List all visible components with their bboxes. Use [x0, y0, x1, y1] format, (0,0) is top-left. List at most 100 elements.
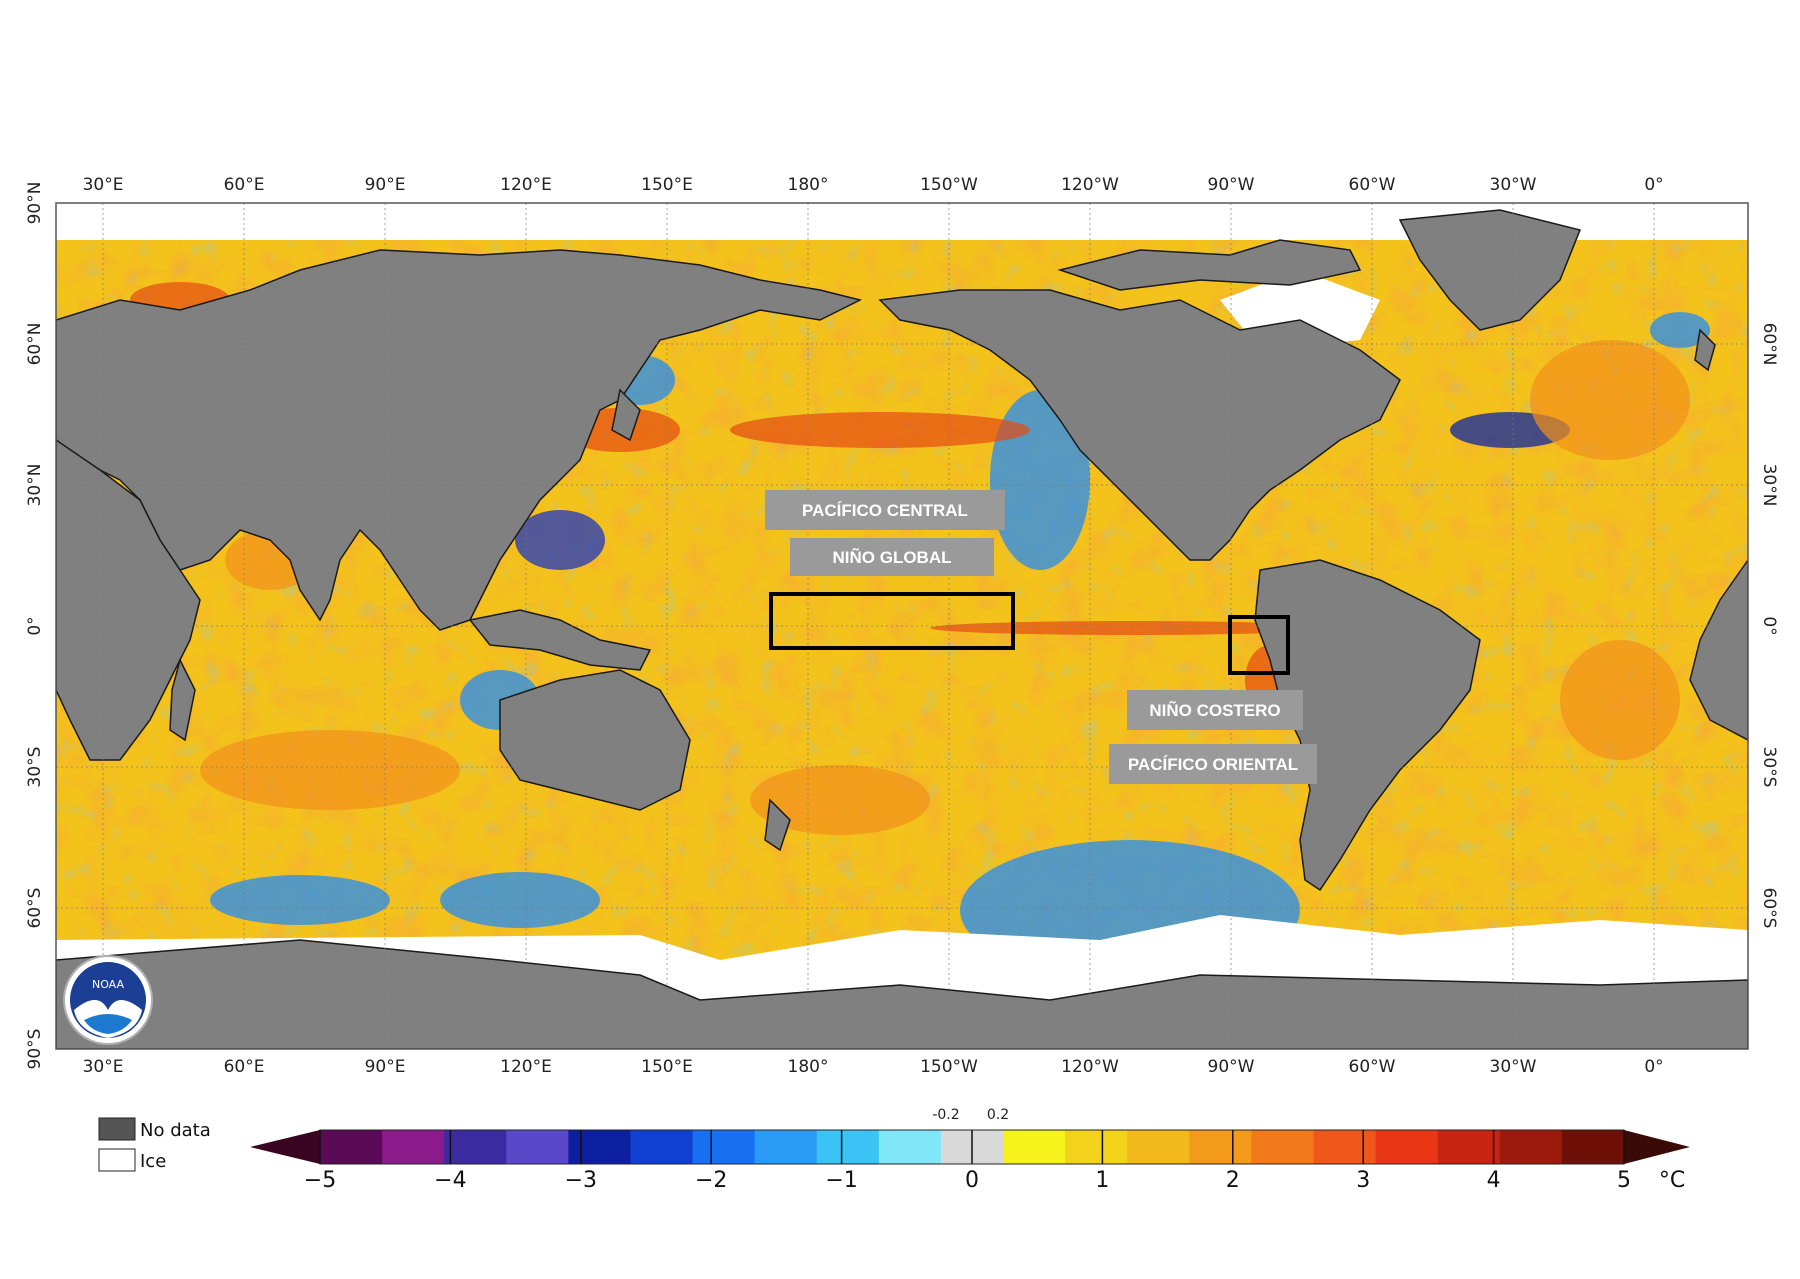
land-madagascar	[169, 657, 196, 742]
lon-tick-top: 120°E	[500, 175, 552, 195]
colorbar-tick-label: −1	[825, 1168, 857, 1193]
lon-tick-top: 150°W	[920, 175, 978, 195]
colorbar-segment	[1065, 1130, 1128, 1164]
lat-tick-left: 0°	[25, 616, 45, 635]
colorbar-segment	[878, 1130, 942, 1164]
lon-tick-top: 60°W	[1349, 175, 1396, 195]
colorbar-unit: °C	[1659, 1168, 1685, 1193]
noaa-logo: NOAA	[63, 955, 153, 1045]
colorbar-neutral-high: 0.2	[987, 1107, 1009, 1123]
colorbar-tick-label: 3	[1356, 1168, 1370, 1193]
label-pacifico-oriental: PACÍFICO ORIENTAL	[1109, 744, 1317, 784]
lat-tick-right: 30°S	[1759, 747, 1779, 788]
map-area	[56, 203, 1748, 1049]
longitude-ticks-bottom: 30°E 60°E 90°E 120°E 150°E 180° 150°W 120°W 90°W…	[83, 1057, 1664, 1077]
colorbar-tick-label: −4	[434, 1168, 466, 1193]
colorbar-arrow-left	[250, 1130, 320, 1164]
colorbar-tick-label: 4	[1487, 1168, 1501, 1193]
lon-tick-top: 150°E	[641, 175, 693, 195]
land-new-zealand	[764, 798, 791, 852]
colorbar-tick-label: −2	[695, 1168, 727, 1193]
lat-tick-left: 60°N	[25, 323, 45, 366]
graticule	[56, 203, 1748, 1049]
lat-tick-right: 30°N	[1759, 464, 1779, 507]
colorbar-segment	[568, 1130, 631, 1164]
colorbar-tick-label: 0	[965, 1168, 979, 1193]
label-nino-costero: NIÑO COSTERO	[1127, 690, 1303, 730]
lat-tick-right: 60°N	[1759, 323, 1779, 366]
lon-tick-bottom: 180°	[788, 1057, 829, 1077]
lon-tick-bottom: 150°W	[920, 1057, 978, 1077]
land-australia	[499, 669, 691, 811]
colorbar-tick-label: 1	[1095, 1168, 1109, 1193]
latitude-ticks-right: 60°N 30°N 0° 30°S 60°S	[1759, 323, 1779, 929]
label-pacifico-central-text: PACÍFICO CENTRAL	[802, 501, 968, 520]
colorbar-segment	[444, 1130, 507, 1164]
lon-tick-top: 180°	[788, 175, 829, 195]
lon-tick-bottom: 60°E	[224, 1057, 265, 1077]
lat-tick-left: 60°S	[25, 888, 45, 929]
colorbar-segment	[382, 1130, 445, 1164]
colorbar-segment	[1561, 1130, 1625, 1164]
colorbar-tick-label: −3	[565, 1168, 597, 1193]
colorbar-segment	[1375, 1130, 1439, 1164]
colorbar-tick-label: −5	[304, 1168, 336, 1193]
lon-tick-bottom: 0°	[1644, 1057, 1663, 1077]
lon-tick-bottom: 60°W	[1349, 1057, 1396, 1077]
colorbar-tick-label: 2	[1226, 1168, 1240, 1193]
label-nino-global-text: NIÑO GLOBAL	[833, 547, 952, 567]
land-masses	[56, 209, 1748, 1049]
lon-tick-bottom: 150°E	[641, 1057, 693, 1077]
colorbar-segment	[1251, 1130, 1315, 1164]
label-pacifico-oriental-text: PACÍFICO ORIENTAL	[1128, 755, 1298, 774]
lon-tick-bottom: 90°E	[365, 1057, 406, 1077]
lon-tick-top: 0°	[1644, 175, 1663, 195]
lat-tick-left: 90°S	[25, 1029, 45, 1070]
colorbar-segment	[506, 1130, 569, 1164]
colorbar-segment	[1003, 1130, 1066, 1164]
land-north-america	[878, 289, 1401, 561]
land-maritime-continent	[468, 609, 652, 671]
noaa-logo-text: NOAA	[92, 978, 125, 991]
nino-global-box	[769, 592, 1015, 650]
colorbar: −5 −4 −3 −2 −1 0 1 2 3 4 5 -0.2 0.2 °C	[250, 1107, 1690, 1193]
label-nino-global: NIÑO GLOBAL	[790, 538, 994, 576]
legend-ice: Ice	[98, 1148, 166, 1172]
land-africa-east	[1689, 558, 1748, 741]
lon-tick-top: 30°W	[1490, 175, 1537, 195]
lon-tick-top: 90°E	[365, 175, 406, 195]
land-antarctica	[56, 939, 1748, 1049]
lon-tick-top: 90°W	[1208, 175, 1255, 195]
lon-tick-bottom: 30°E	[83, 1057, 124, 1077]
colorbar-arrow-right	[1624, 1130, 1690, 1164]
legend-no-data-label: No data	[140, 1120, 211, 1141]
lat-tick-right: 60°S	[1759, 888, 1779, 929]
lon-tick-top: 30°E	[83, 175, 124, 195]
label-nino-costero-text: NIÑO COSTERO	[1149, 700, 1280, 720]
lon-tick-top: 60°E	[224, 175, 265, 195]
lat-tick-left: 30°S	[25, 747, 45, 788]
lat-tick-right: 0°	[1759, 616, 1779, 635]
lat-tick-left: 90°N	[25, 182, 45, 225]
land-eurasia	[56, 249, 863, 631]
lon-tick-bottom: 30°W	[1490, 1057, 1537, 1077]
lon-tick-bottom: 120°W	[1061, 1057, 1119, 1077]
colorbar-segment	[1313, 1130, 1377, 1164]
land-arctic-islands	[1057, 239, 1362, 291]
colorbar-segment	[754, 1130, 818, 1164]
land-japan	[611, 388, 641, 442]
colorbar-segment	[816, 1130, 880, 1164]
lon-tick-bottom: 90°W	[1208, 1057, 1255, 1077]
nino-costero-box	[1228, 615, 1290, 675]
colorbar-segment	[1437, 1130, 1501, 1164]
colorbar-segment	[320, 1130, 383, 1164]
colorbar-tick-label: 5	[1617, 1168, 1631, 1193]
label-pacifico-central: PACÍFICO CENTRAL	[765, 490, 1005, 530]
lon-tick-top: 120°W	[1061, 175, 1119, 195]
colorbar-segment	[692, 1130, 756, 1164]
longitude-ticks-top: 30°E 60°E 90°E 120°E 150°E 180° 150°W 120°W 90°W…	[83, 175, 1664, 195]
colorbar-segment	[1127, 1130, 1190, 1164]
colorbar-neutral-low: -0.2	[932, 1107, 959, 1123]
colorbar-segment	[1499, 1130, 1563, 1164]
